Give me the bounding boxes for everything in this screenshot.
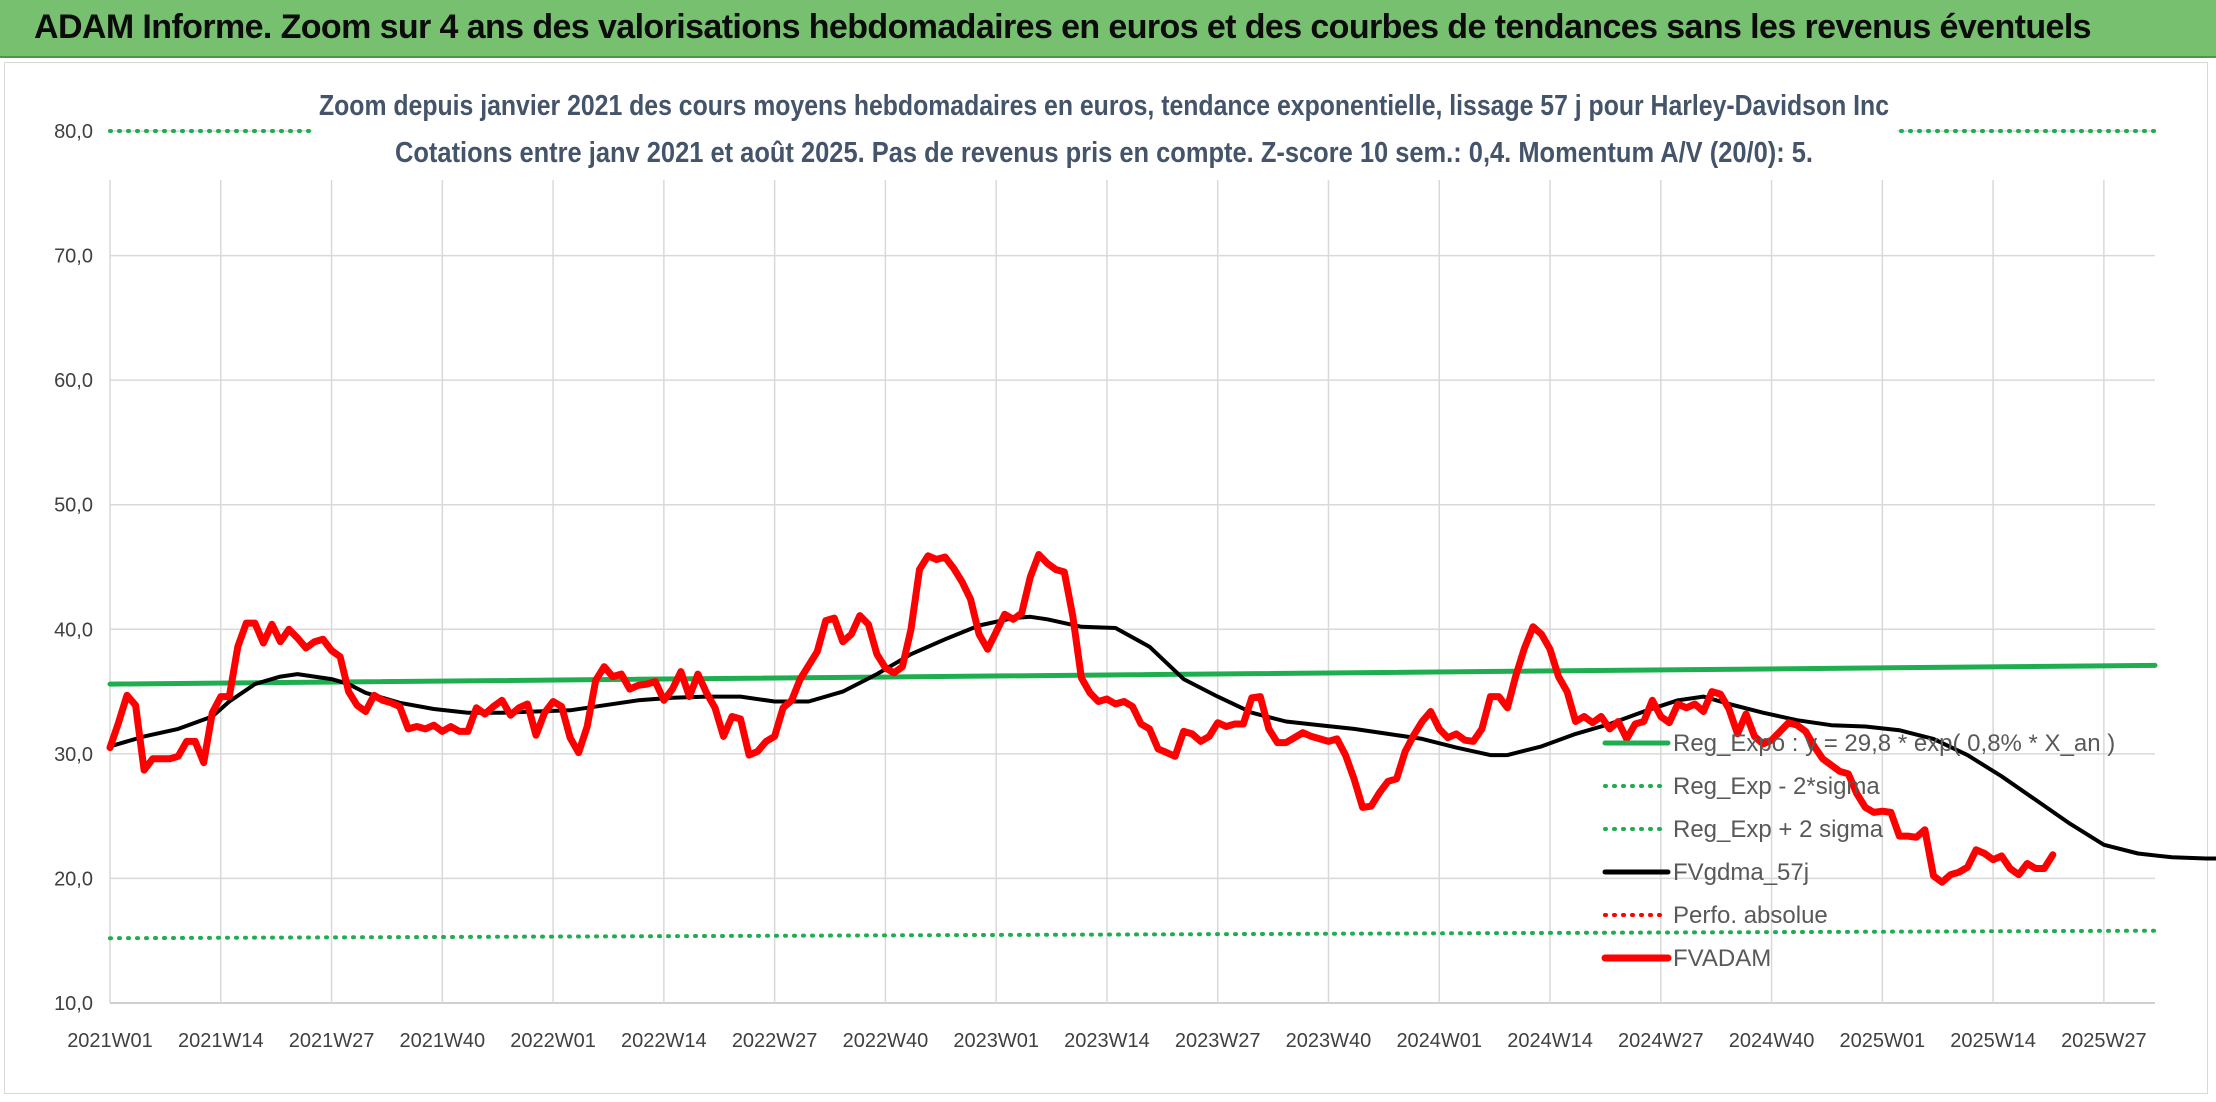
chart-title-background — [312, 82, 1897, 174]
y-tick-label: 40,0 — [54, 619, 93, 641]
x-tick-label: 2023W40 — [1286, 1030, 1372, 1052]
legend-label: FVADAM — [1673, 945, 1771, 972]
x-tick-label: 2021W27 — [289, 1030, 375, 1052]
legend-label: Perfo. absolue — [1673, 902, 1828, 929]
x-tick-label: 2021W01 — [67, 1030, 153, 1052]
legend-label: Reg_Expo : y = 29,8 * exp( 0,8% * X_an ) — [1673, 730, 2115, 757]
y-tick-label: 30,0 — [54, 744, 93, 766]
x-tick-label: 2022W01 — [510, 1030, 596, 1052]
x-tick-label: 2022W27 — [732, 1030, 818, 1052]
x-tick-label: 2024W40 — [1729, 1030, 1815, 1052]
x-tick-label: 2024W27 — [1618, 1030, 1704, 1052]
report-banner: ADAM Informe. Zoom sur 4 ans des valoris… — [0, 0, 2216, 58]
chart-title: Zoom depuis janvier 2021 des cours moyen… — [319, 90, 1889, 122]
chart-frame — [4, 62, 2208, 1094]
legend-label: FVgdma_57j — [1673, 859, 1809, 886]
x-tick-label: 2024W14 — [1507, 1030, 1593, 1052]
y-tick-label: 20,0 — [54, 868, 93, 890]
x-tick-label: 2025W14 — [1950, 1030, 2036, 1052]
y-tick-label: 50,0 — [54, 495, 93, 517]
legend-label: Reg_Exp + 2 sigma — [1673, 816, 1884, 843]
series-line-5 — [106, 551, 2057, 886]
x-tick-label: 2023W27 — [1175, 1030, 1261, 1052]
x-tick-label: 2023W01 — [953, 1030, 1039, 1052]
x-tick-label: 2024W01 — [1396, 1030, 1482, 1052]
y-tick-label: 80,0 — [54, 121, 93, 143]
report-title: ADAM Informe. Zoom sur 4 ans des valoris… — [34, 8, 2092, 46]
x-tick-label: 2025W01 — [1840, 1030, 1926, 1052]
x-tick-label: 2023W14 — [1064, 1030, 1150, 1052]
series-line-3 — [108, 614, 2216, 861]
y-tick-label: 60,0 — [54, 370, 93, 392]
x-tick-label: 2022W40 — [843, 1030, 929, 1052]
y-tick-label: 70,0 — [54, 246, 93, 268]
chart-subtitle: Cotations entre janv 2021 et août 2025. … — [395, 137, 1813, 169]
legend-label: Reg_Exp - 2*sigma — [1673, 773, 1880, 800]
x-tick-label: 2025W27 — [2061, 1030, 2147, 1052]
x-tick-label: 2022W14 — [621, 1030, 707, 1052]
x-tick-label: 2021W14 — [178, 1030, 264, 1052]
series-line-0 — [107, 662, 2158, 687]
y-tick-label: 10,0 — [54, 993, 93, 1015]
x-tick-label: 2021W40 — [400, 1030, 486, 1052]
series-line-1 — [108, 928, 2157, 941]
